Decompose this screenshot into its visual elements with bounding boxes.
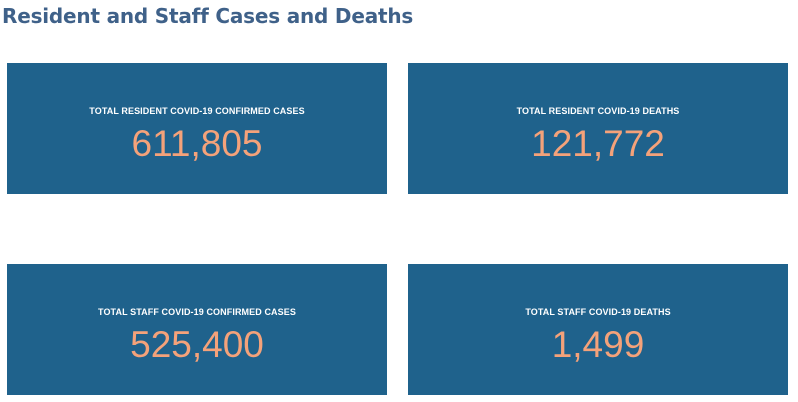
page-title: Resident and Staff Cases and Deaths	[2, 4, 414, 28]
resident-confirmed-cases-card: TOTAL RESIDENT COVID-19 CONFIRMED CASES …	[7, 63, 387, 194]
card-value: 611,805	[131, 123, 263, 164]
card-label: TOTAL STAFF COVID-19 CONFIRMED CASES	[98, 307, 296, 317]
card-label: TOTAL RESIDENT COVID-19 CONFIRMED CASES	[89, 106, 305, 116]
staff-deaths-card: TOTAL STAFF COVID-19 DEATHS 1,499	[408, 264, 788, 395]
staff-confirmed-cases-card: TOTAL STAFF COVID-19 CONFIRMED CASES 525…	[7, 264, 387, 395]
card-value: 121,772	[531, 123, 665, 164]
card-value: 525,400	[130, 324, 264, 365]
card-label: TOTAL RESIDENT COVID-19 DEATHS	[516, 106, 680, 116]
resident-deaths-card: TOTAL RESIDENT COVID-19 DEATHS 121,772	[408, 63, 788, 194]
card-label: TOTAL STAFF COVID-19 DEATHS	[525, 307, 671, 317]
card-value: 1,499	[551, 324, 645, 365]
